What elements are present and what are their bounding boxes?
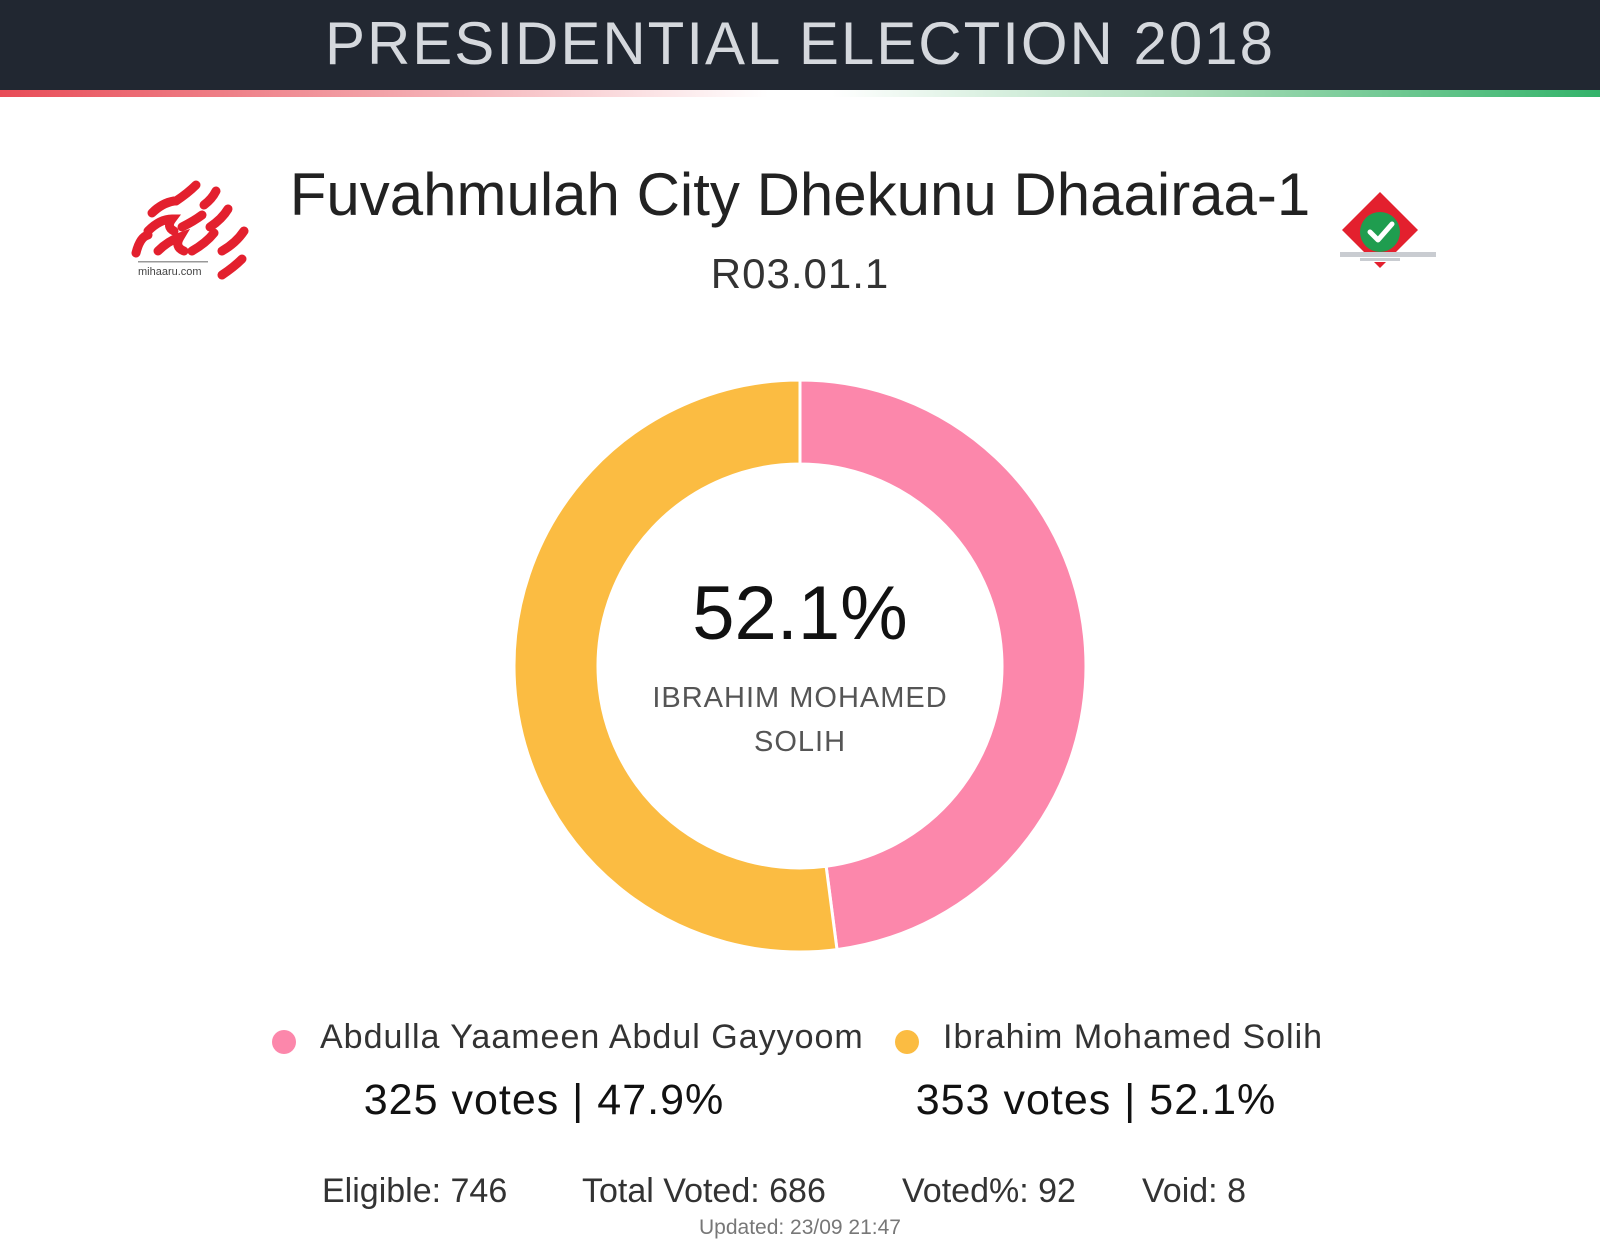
donut-slice-yellow (512, 378, 839, 954)
banner-title: PRESIDENTIAL ELECTION 2018 (324, 10, 1276, 77)
donut-chart-svg (512, 378, 1088, 954)
page-title: Fuvahmulah City Dhekunu Dhaairaa-1 (289, 161, 1311, 228)
color-stripe (0, 90, 1600, 97)
legend-vote-summary: 325 votes | 47.9% (363, 1076, 725, 1124)
eligible-count: Eligible: 746 (322, 1172, 508, 1210)
top-banner (0, 0, 1600, 90)
page-subtitle: R03.01.1 (710, 250, 890, 297)
legend-item: Abdulla Yaameen Abdul Gayyoom (272, 1018, 863, 1062)
legend-vote-summary: 353 votes | 52.1% (915, 1076, 1277, 1124)
legend-dot-yellow (895, 1030, 919, 1054)
center-percentage: 52.1% (692, 571, 908, 656)
mihaaru-logo-text: mihaaru.com (138, 266, 202, 278)
voted-percent: Voted%: 92 (902, 1172, 1076, 1210)
donut-slice-pink (798, 378, 1088, 952)
legend-candidate-name: Abdulla Yaameen Abdul Gayyoom (320, 1018, 864, 1056)
total-voted-count: Total Voted: 686 (582, 1172, 826, 1210)
donut-chart (500, 366, 1100, 966)
updated-timestamp: Updated: 23/09 21:47 (698, 1216, 901, 1239)
legend-candidate-name: Ibrahim Mohamed Solih (943, 1018, 1324, 1056)
ballot-box-check-icon (1320, 188, 1470, 278)
legend-dot-pink (272, 1030, 296, 1054)
mihaaru-logo: mihaaru.com (128, 175, 258, 285)
legend-item: Ibrahim Mohamed Solih (895, 1018, 1325, 1062)
center-candidate-label: IBRAHIM MOHAMED SOLIH (652, 682, 948, 758)
void-count: Void: 8 (1142, 1172, 1246, 1210)
